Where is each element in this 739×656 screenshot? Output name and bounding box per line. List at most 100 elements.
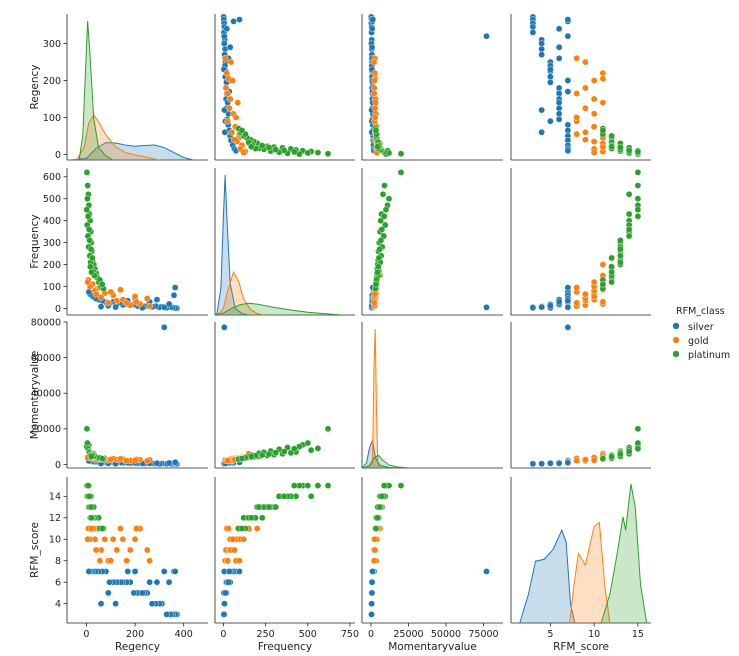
scatter-point-gold	[599, 69, 607, 77]
x-tick-label: 750	[341, 629, 359, 640]
y-tick-label: 14	[49, 492, 61, 503]
scatter-point-silver	[368, 43, 376, 51]
scatter-point-platinum	[98, 280, 106, 288]
scatter-point-silver	[538, 40, 545, 47]
panel-frequency-vs-frequency	[214, 168, 355, 316]
kde-line-platinum	[600, 483, 648, 623]
scatter-point-silver	[368, 578, 376, 586]
kde-line-gold	[367, 328, 381, 468]
scatter-point-platinum	[617, 259, 624, 266]
scatter-point-silver	[226, 568, 233, 575]
scatter-point-gold	[371, 69, 379, 77]
scatter-point-gold	[84, 535, 91, 543]
scatter-point-platinum	[634, 182, 642, 189]
scatter-point-silver	[220, 32, 228, 40]
scatter-point-platinum	[381, 182, 388, 189]
y-tick-label: 20000	[31, 424, 61, 435]
scatter-point-platinum	[98, 525, 106, 532]
scatter-point-gold	[371, 535, 378, 543]
scatter-point-platinum	[272, 146, 280, 153]
scatter-point-silver	[547, 66, 554, 73]
scatter-point-platinum	[608, 278, 615, 286]
scatter-point-gold	[119, 535, 127, 543]
scatter-point-gold	[123, 299, 130, 307]
scatter-point-platinum	[378, 226, 386, 233]
scatter-point-platinum	[83, 425, 91, 433]
panel-frequency-vs-rfm-score	[510, 168, 651, 316]
scatter-point-silver	[483, 304, 490, 311]
scatter-point-gold	[105, 299, 112, 307]
scatter-point-platinum	[397, 482, 405, 489]
pairplot-panels: 0100200300010020030040050060002000040000…	[31, 13, 651, 640]
panel-marks	[220, 13, 332, 158]
scatter-point-gold	[132, 298, 140, 306]
scatter-point-silver	[538, 128, 545, 136]
scatter-point-silver	[146, 578, 153, 586]
scatter-point-gold	[131, 535, 139, 543]
scatter-point-platinum	[98, 455, 106, 462]
scatter-point-gold	[590, 149, 598, 156]
x-axis-label-momentaryvalue: Momentaryvalue	[388, 641, 477, 653]
scatter-point-platinum	[258, 514, 266, 522]
scatter-point-platinum	[634, 439, 642, 447]
scatter-point-gold	[582, 128, 589, 136]
scatter-point-platinum	[265, 144, 273, 151]
kde-line-silver	[362, 438, 402, 468]
legend: RFM_class silver gold platinum	[672, 306, 730, 361]
scatter-point-platinum	[272, 449, 280, 456]
kde-fill-silver	[71, 142, 194, 160]
scatter-point-platinum	[375, 254, 383, 262]
scatter-point-gold	[599, 99, 607, 107]
kde-line-platinum	[363, 454, 411, 468]
scatter-point-silver	[223, 25, 231, 33]
scatter-point-gold	[590, 138, 598, 145]
scatter-point-gold	[371, 546, 379, 554]
scatter-point-gold	[231, 136, 238, 143]
scatter-point-platinum	[258, 451, 266, 459]
scatter-point-gold	[370, 299, 378, 307]
scatter-point-gold	[370, 84, 378, 92]
y-tick-label: 300	[43, 39, 61, 50]
scatter-point-platinum	[382, 206, 390, 213]
y-tick-label: 0	[55, 304, 61, 315]
scatter-point-platinum	[608, 453, 615, 460]
legend-label-platinum: platinum	[688, 350, 730, 361]
x-tick-label: 0	[220, 629, 226, 640]
x-tick-label: 0	[368, 629, 374, 640]
scatter-point-silver	[163, 611, 170, 618]
scatter-point-silver	[170, 291, 178, 299]
scatter-point-silver	[171, 568, 179, 575]
scatter-point-platinum	[314, 149, 322, 156]
scatter-point-silver	[529, 23, 537, 31]
scatter-point-gold	[371, 77, 378, 84]
scatter-point-silver	[230, 18, 237, 25]
x-tick-label: 75000	[468, 629, 498, 640]
scatter-point-platinum	[265, 450, 273, 458]
scatter-point-gold	[590, 457, 598, 464]
scatter-point-silver	[220, 611, 228, 618]
panel-marks	[83, 482, 181, 618]
scatter-point-silver	[112, 600, 119, 607]
scatter-point-platinum	[634, 425, 642, 433]
scatter-point-gold	[123, 557, 130, 565]
panel-marks	[367, 169, 490, 312]
kde-line-silver	[71, 142, 194, 160]
kde-fill-silver	[216, 175, 249, 315]
legend-label-gold: gold	[688, 336, 709, 347]
y-tick-label: 300	[43, 238, 61, 249]
scatter-point-gold	[371, 104, 379, 112]
scatter-point-silver	[368, 25, 376, 33]
scatter-point-silver	[220, 324, 228, 331]
scatter-point-platinum	[608, 268, 615, 276]
scatter-point-platinum	[634, 445, 642, 453]
scatter-point-gold	[92, 290, 100, 298]
scatter-point-gold	[590, 95, 598, 103]
kde-line-platinum	[78, 20, 114, 160]
scatter-point-platinum	[87, 503, 95, 511]
scatter-point-platinum	[88, 453, 95, 460]
scatter-point-gold	[143, 546, 151, 554]
scatter-point-silver	[369, 568, 376, 575]
panel-marks	[519, 483, 648, 623]
scatter-point-gold	[126, 546, 134, 554]
scatter-point-silver	[564, 324, 572, 331]
